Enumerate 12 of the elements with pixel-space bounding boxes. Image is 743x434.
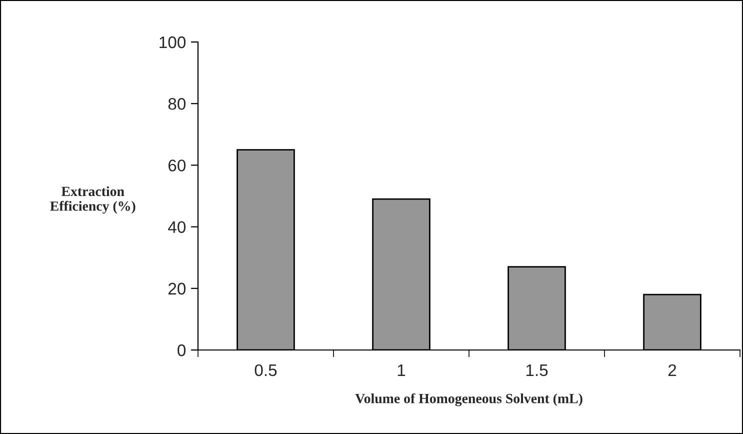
x-axis-title: Volume of Homogeneous Solvent (mL) — [355, 393, 582, 406]
y-tick-label: 80 — [168, 98, 186, 110]
y-tick-label: 60 — [168, 160, 186, 172]
x-tick-label: 2 — [668, 364, 676, 376]
x-tick-label: 1 — [398, 364, 406, 376]
y-axis-title: Extraction Efficiency (%) — [50, 186, 136, 214]
y-tick-label: 0 — [178, 344, 186, 356]
y-tick-label: 100 — [160, 36, 186, 48]
y-tick-label: 20 — [168, 282, 186, 295]
x-tick-label: 1.5 — [526, 364, 548, 376]
y-tick-label: 40 — [168, 221, 186, 234]
x-tick-label: 0.5 — [254, 364, 277, 376]
